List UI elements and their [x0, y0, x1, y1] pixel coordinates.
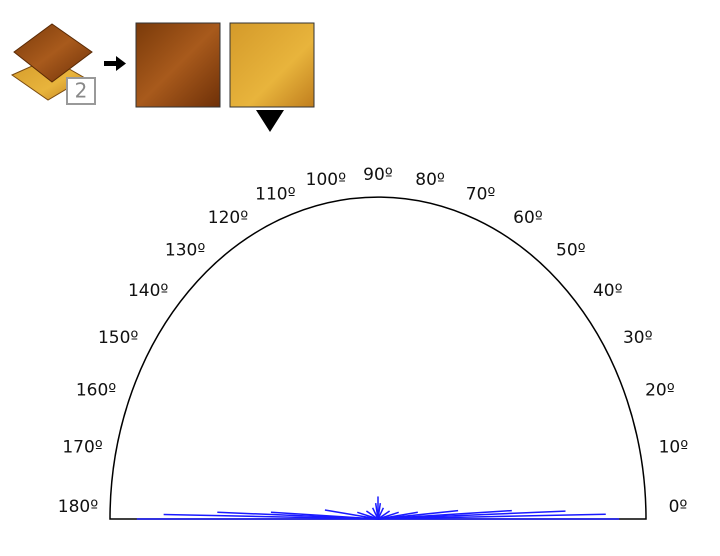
angle-tick-label: 60º	[513, 208, 543, 228]
angle-tick-label: 70º	[466, 184, 496, 204]
angle-tick-label: 180º	[58, 497, 98, 517]
angle-tick-label: 10º	[659, 438, 689, 458]
angle-tick-label: 170º	[62, 438, 102, 458]
angle-tick-label: 100º	[306, 170, 346, 190]
chart: 2 0º 10º 20º 30º 40º 50º 60º 70º 80º 90º 100º 110º 1…	[0, 0, 720, 552]
angle-tick-label: 160º	[76, 381, 116, 401]
angle-tick-label: 110º	[255, 184, 295, 204]
thumbnail[interactable]	[230, 23, 314, 107]
angle-tick-label: 40º	[593, 281, 623, 301]
layer-icon[interactable]: 2	[12, 24, 95, 104]
angle-tick-label: 20º	[645, 381, 675, 401]
angle-tick-label: 140º	[128, 281, 168, 301]
angle-tick-label: 120º	[208, 208, 248, 228]
arrow	[104, 56, 126, 71]
angle-tick-label: 130º	[165, 241, 205, 261]
angle-tick-label: 0º	[669, 497, 688, 517]
layer-badge: 2	[75, 79, 88, 103]
selection-marker	[256, 110, 284, 132]
angle-tick-label: 30º	[623, 328, 653, 348]
angle-tick-label: 80º	[415, 170, 445, 190]
angle-tick-label: 150º	[98, 328, 138, 348]
thumbnail[interactable]	[136, 23, 220, 107]
angle-tick-label: 90º	[363, 165, 393, 185]
page: 2 0º 10º 20º 30º 40º 50º 60º 70º 80º 90º 100º 110º 1…	[0, 0, 720, 556]
angle-tick-label: 50º	[556, 241, 586, 261]
